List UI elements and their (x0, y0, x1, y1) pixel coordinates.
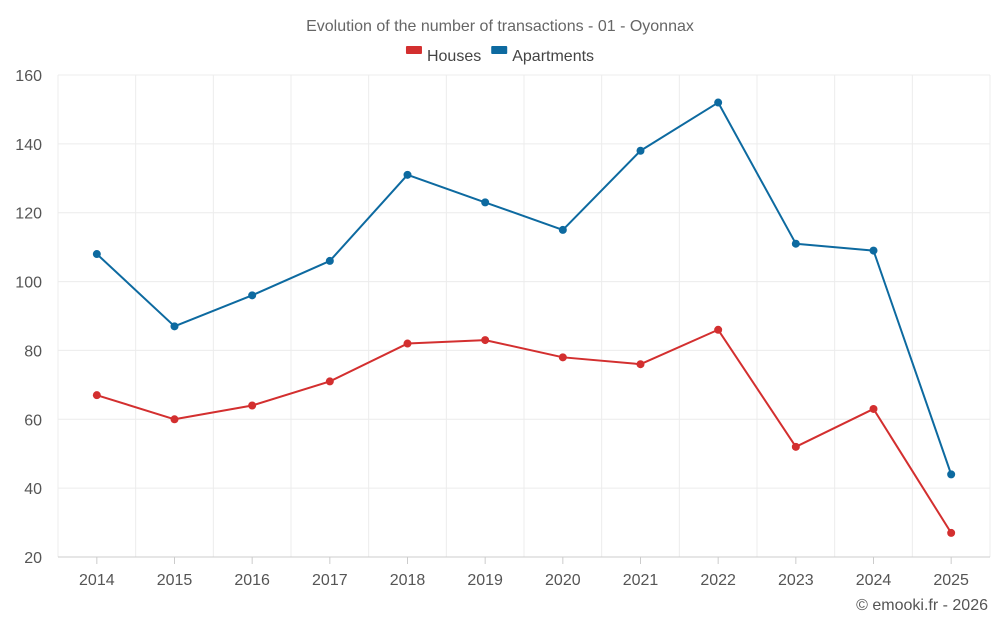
data-point-apartments[interactable] (325, 256, 334, 265)
data-point-apartments[interactable] (481, 198, 490, 207)
data-point-houses[interactable] (403, 339, 412, 348)
data-point-apartments[interactable] (558, 225, 567, 234)
data-point-houses[interactable] (636, 360, 645, 369)
data-point-houses[interactable] (248, 401, 257, 410)
data-point-houses[interactable] (791, 442, 800, 451)
series-layer (92, 98, 956, 537)
series-line-apartments (96, 101, 953, 475)
legend-label: Apartments (512, 48, 594, 65)
legend-swatch (491, 46, 508, 54)
data-point-apartments[interactable] (791, 239, 800, 248)
x-tick-label: 2023 (778, 572, 814, 589)
y-tick-label: 40 (24, 481, 42, 498)
x-tick-label: 2024 (856, 572, 892, 589)
data-point-houses[interactable] (558, 353, 567, 362)
y-tick-label: 20 (24, 550, 42, 567)
x-tick-label: 2022 (700, 572, 736, 589)
y-tick-label: 100 (15, 275, 42, 292)
y-tick-label: 60 (24, 412, 42, 429)
x-tick-label: 2020 (545, 572, 581, 589)
legend-swatch (405, 46, 422, 54)
legend-item-apartments[interactable]: Apartments (491, 46, 594, 65)
series-line-houses (96, 328, 953, 534)
legend-item-houses[interactable]: Houses (405, 46, 481, 65)
y-tick-label: 120 (15, 206, 42, 223)
grid (57, 74, 991, 557)
x-tick-label: 2017 (312, 572, 348, 589)
data-point-apartments[interactable] (947, 470, 956, 479)
legend-label: Houses (427, 48, 481, 65)
data-point-houses[interactable] (92, 391, 101, 400)
credit-text: © emooki.fr - 2026 (856, 597, 988, 614)
data-point-houses[interactable] (325, 377, 334, 386)
data-point-houses[interactable] (869, 404, 878, 413)
data-point-apartments[interactable] (869, 246, 878, 255)
data-point-apartments[interactable] (714, 98, 723, 107)
data-point-houses[interactable] (714, 325, 723, 334)
axes: 20 40 60 80 100 120 140 160 2014 2015 2016 2017 2018… (15, 68, 990, 589)
x-tick-label: 2021 (623, 572, 659, 589)
y-tick-label: 140 (15, 137, 42, 154)
x-tick-label: 2018 (390, 572, 426, 589)
x-tick-label: 2016 (234, 572, 270, 589)
x-tick-label: 2015 (157, 572, 193, 589)
legend: Houses Apartments (405, 46, 594, 65)
data-point-houses[interactable] (170, 415, 179, 424)
chart-title: Evolution of the number of transactions … (306, 18, 694, 35)
x-tick-label: 2025 (933, 572, 969, 589)
data-point-apartments[interactable] (403, 170, 412, 179)
y-tick-label: 80 (24, 343, 42, 360)
data-point-houses[interactable] (481, 336, 490, 345)
data-point-houses[interactable] (947, 528, 956, 537)
x-tick-label: 2019 (467, 572, 503, 589)
data-point-apartments[interactable] (636, 146, 645, 155)
data-point-apartments[interactable] (170, 322, 179, 331)
data-point-apartments[interactable] (92, 250, 101, 259)
x-tick-label: 2014 (79, 572, 115, 589)
y-tick-label: 160 (15, 68, 42, 85)
data-point-apartments[interactable] (248, 291, 257, 300)
